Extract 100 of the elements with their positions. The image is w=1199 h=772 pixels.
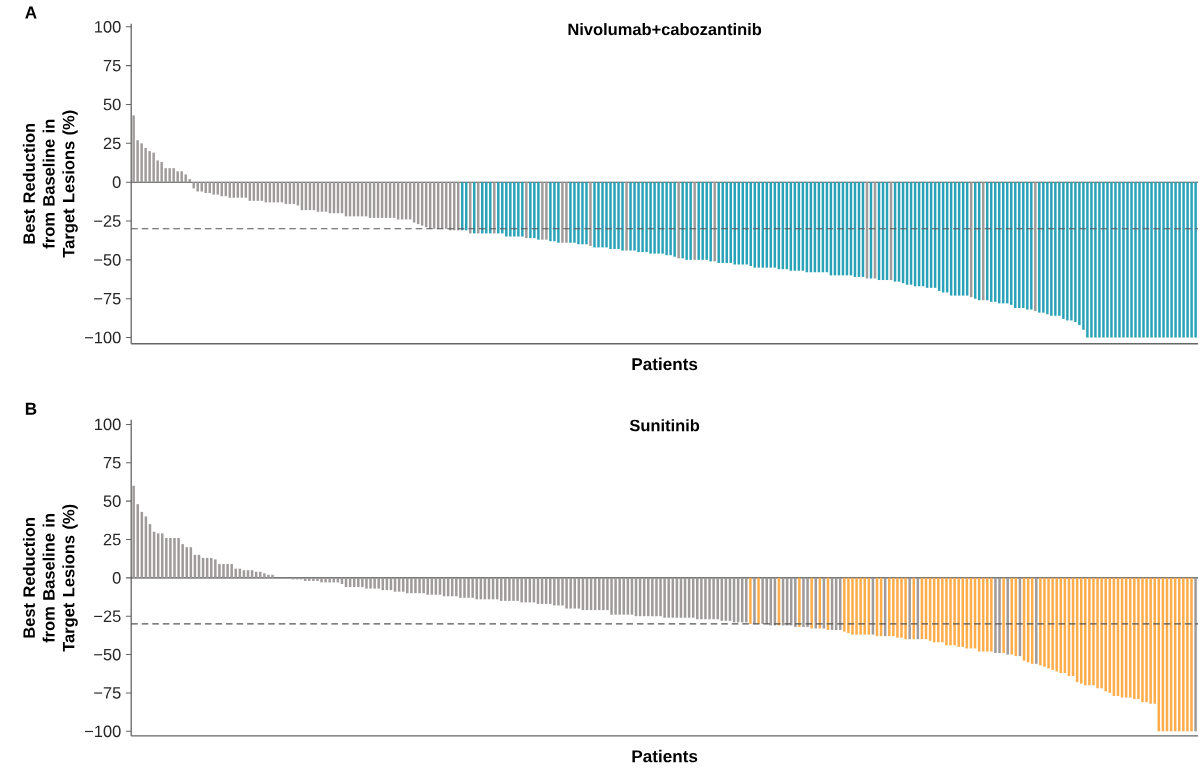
bar: [838, 577, 842, 630]
bar: [1133, 577, 1136, 699]
bar: [185, 546, 189, 578]
bar: [1066, 181, 1069, 321]
bar: [667, 577, 670, 618]
bar: [998, 577, 1001, 653]
bar: [561, 181, 564, 243]
bar: [517, 181, 520, 237]
bar: [165, 537, 168, 578]
bar: [369, 577, 372, 589]
y-tick-label: 100: [95, 418, 121, 431]
bar: [716, 577, 719, 620]
bar: [708, 577, 711, 620]
bar: [618, 577, 621, 615]
bar: [148, 150, 151, 182]
bar: [1088, 577, 1091, 686]
bar: [1034, 181, 1037, 311]
y-tick-label: 25: [103, 533, 121, 546]
bar: [994, 577, 997, 653]
bar: [806, 577, 809, 627]
bar: [577, 181, 580, 245]
bar: [729, 181, 732, 263]
bar: [863, 577, 867, 635]
text: A: [25, 6, 37, 19]
bar: [1190, 181, 1193, 338]
bar: [745, 577, 748, 623]
bar: [541, 181, 544, 240]
bar: [721, 181, 724, 263]
bar: [1014, 181, 1017, 308]
bar: [505, 181, 508, 237]
bar: [525, 181, 528, 238]
bar: [192, 181, 195, 189]
bar: [887, 577, 891, 636]
bar: [499, 577, 503, 601]
bar: [573, 181, 576, 243]
y-tick-label: 50: [103, 495, 121, 507]
bar: [263, 573, 266, 578]
bar: [188, 178, 191, 182]
bar: [621, 181, 624, 251]
bar: [697, 181, 700, 260]
bar: [1194, 181, 1197, 338]
bar: [673, 181, 676, 257]
bar: [455, 577, 458, 597]
bar: [941, 577, 944, 643]
bar: [1054, 181, 1057, 316]
bar: [637, 181, 640, 252]
bar: [357, 577, 360, 587]
y-axis-title: Best Reduction from Baseline in Target Lesions (%): [22, 504, 78, 652]
bar: [177, 537, 180, 578]
bar: [986, 577, 989, 652]
bar: [1150, 181, 1153, 338]
bar: [1134, 181, 1137, 338]
bar: [757, 577, 760, 624]
bar: [377, 577, 380, 589]
bar: [693, 181, 696, 260]
bar: [553, 181, 556, 241]
bar: [589, 181, 592, 246]
bar: [1106, 181, 1109, 338]
bar: [1194, 577, 1197, 732]
bar: [802, 577, 805, 627]
bar: [324, 577, 327, 583]
bar: [1043, 577, 1046, 667]
bar: [1055, 577, 1058, 672]
bar: [659, 577, 662, 616]
bar: [1050, 181, 1053, 316]
bar: [132, 485, 135, 578]
bar: [1142, 181, 1145, 338]
bar: [1186, 577, 1189, 732]
bar: [565, 181, 568, 243]
y-tick-label: −100: [85, 725, 121, 737]
bar: [1170, 181, 1173, 338]
bar: [814, 577, 817, 629]
bar: [485, 181, 488, 234]
bar: [900, 577, 903, 638]
bar: [1047, 577, 1050, 669]
bar: [529, 181, 532, 238]
bar: [196, 181, 199, 192]
bar: [173, 537, 176, 578]
bar: [1026, 181, 1029, 310]
bar: [847, 577, 850, 633]
bar: [406, 577, 409, 593]
bar: [585, 181, 588, 245]
bar: [426, 577, 429, 595]
bar: [1074, 181, 1077, 322]
bar: [645, 181, 648, 252]
bar: [649, 181, 652, 254]
bar: [361, 577, 364, 587]
bar: [896, 577, 899, 638]
bar: [937, 577, 940, 643]
bar: [569, 181, 572, 243]
bar: [653, 181, 656, 254]
bar: [713, 181, 716, 262]
bar: [1162, 181, 1165, 338]
bar: [677, 181, 680, 259]
bar: [1182, 577, 1185, 732]
bar: [184, 174, 187, 182]
bar: [475, 577, 478, 600]
bar: [132, 115, 135, 182]
bar: [761, 577, 764, 624]
bar: [222, 563, 225, 578]
